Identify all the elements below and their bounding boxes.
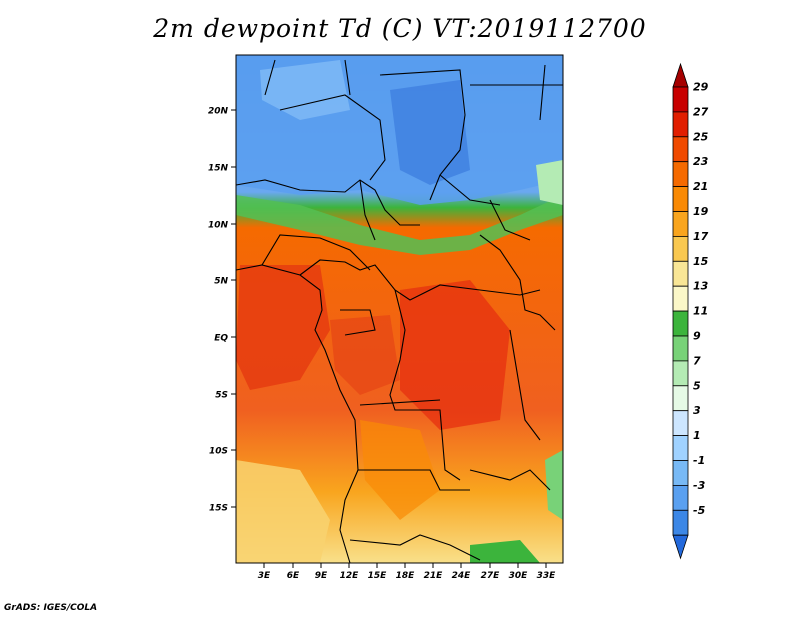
lon-tick-label: 21E (424, 571, 444, 581)
colorbar-segment (672, 186, 689, 212)
lat-tick-label: EQ (214, 334, 228, 344)
country-borders (236, 59, 563, 563)
lon-tick-label: 6E (287, 571, 300, 581)
colorbar-label: 9 (693, 330, 701, 343)
colorbar-segment (672, 385, 689, 412)
colorbar-label: 23 (693, 155, 709, 168)
colorbar-label: 19 (693, 205, 709, 218)
map-title: 2m dewpoint Td (C) VT:2019112700 (153, 14, 647, 43)
lon-tick-label: 24E (452, 571, 472, 581)
colorbar-segment (672, 310, 689, 337)
colorbar-segment (672, 410, 689, 437)
colorbar-label: 1 (693, 429, 701, 442)
colorbar-label: 29 (693, 81, 709, 94)
lat-tick-label: 10S (209, 447, 228, 457)
colorbar-label: 15 (693, 255, 709, 268)
lat-tick-label: 5S (215, 391, 228, 401)
colorbar-segment (672, 86, 689, 113)
lon-tick-label: 30E (509, 571, 529, 581)
colorbar-top-arrow (672, 62, 689, 88)
lat-tick-label: 15N (208, 164, 229, 174)
colorbar-label: 13 (693, 280, 709, 293)
colorbar-label: 27 (693, 105, 709, 118)
colorbar-label: 11 (693, 305, 708, 318)
colorbar: 29 27 25 23 21 19 17 15 13 11 9 7 5 3 1 -1 -3 -5 (672, 62, 709, 560)
colorbar-segment (672, 484, 689, 511)
longitude-labels: 3E 6E 9E 12E 15E 18E 21E 24E 27E 30E 33E (258, 563, 556, 581)
colorbar-label: 17 (693, 230, 709, 243)
lon-tick-label: 15E (368, 571, 388, 581)
colorbar-segment (672, 335, 689, 362)
lon-tick-label: 33E (537, 571, 557, 581)
latitude-labels: 20N 15N 10N 5N EQ 5S 10S 15S (208, 107, 236, 514)
lat-tick-label: 20N (208, 107, 229, 117)
colorbar-segment (672, 285, 689, 312)
colorbar-label: 3 (693, 404, 701, 417)
colorbar-label: -3 (693, 479, 706, 492)
lon-tick-label: 12E (340, 571, 360, 581)
colorbar-segment (672, 136, 689, 163)
colorbar-label: -1 (693, 454, 705, 467)
colorbar-label: -5 (693, 504, 706, 517)
map-frame (235, 54, 564, 564)
colorbar-segment (672, 360, 689, 387)
colorbar-segment (672, 260, 689, 287)
colorbar-segment (672, 460, 689, 486)
lon-tick-label: 9E (315, 571, 328, 581)
colorbar-label: 25 (693, 130, 709, 143)
lon-tick-label: 27E (481, 571, 501, 581)
lon-tick-label: 3E (258, 571, 271, 581)
dewpoint-map: 20N 15N 10N 5N EQ 5S 10S 15S 3E 6E 9E 12E 15E 18E 21E… (208, 54, 709, 581)
colorbar-segment (672, 235, 689, 262)
lat-tick-label: 5N (214, 277, 228, 287)
colorbar-segment (672, 161, 689, 187)
lon-tick-label: 18E (396, 571, 416, 581)
lat-tick-label: 10N (208, 221, 229, 231)
colorbar-segment (672, 211, 689, 237)
lat-tick-label: 15S (209, 504, 228, 514)
grads-credit: GrADS: IGES/COLA (4, 603, 98, 613)
colorbar-label: 21 (693, 180, 708, 193)
colorbar-bottom-arrow (672, 534, 689, 560)
colorbar-segment (672, 509, 689, 536)
colorbar-label: 5 (693, 379, 701, 392)
colorbar-segment (672, 435, 689, 461)
colorbar-segment (672, 111, 689, 138)
colorbar-label: 7 (693, 354, 701, 367)
